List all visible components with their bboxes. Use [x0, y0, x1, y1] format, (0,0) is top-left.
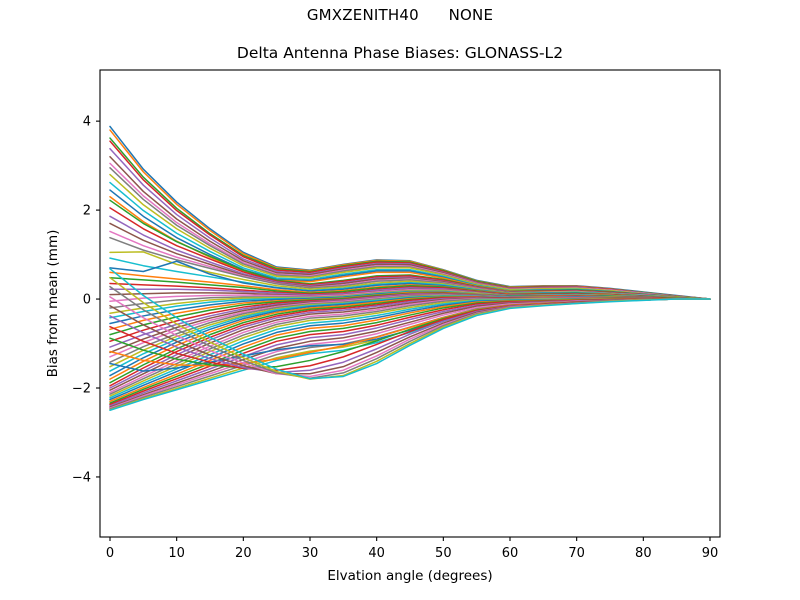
x-tick-label: 90	[702, 546, 719, 561]
series-line	[109, 125, 711, 300]
x-tick-label: 50	[435, 546, 452, 561]
series-line	[109, 268, 711, 380]
series-group	[109, 125, 711, 411]
y-tick-label: 2	[83, 204, 91, 219]
x-tick-label: 10	[168, 546, 185, 561]
x-tick-label: 60	[502, 546, 519, 561]
x-tick-label: 20	[235, 546, 252, 561]
x-axis-label: Elvation angle (degrees)	[327, 568, 492, 584]
series-line	[109, 129, 711, 300]
y-tick-label: 0	[83, 293, 91, 308]
x-tick-label: 80	[635, 546, 652, 561]
y-tick-label: −2	[72, 382, 91, 397]
series-line	[109, 173, 711, 300]
x-tick-label: 70	[568, 546, 585, 561]
figure-suptitle: GMXZENITH40 NONE	[306, 6, 494, 24]
axis-group: 0 10 20 30 40 50 60 70 80 90 −4 −2 0 2 4 Elvation angle…	[45, 69, 721, 584]
x-tick-label: 30	[302, 546, 319, 561]
y-tick-label: 4	[83, 115, 91, 130]
x-tick-label: 0	[106, 546, 114, 561]
y-axis-label: Bias from mean (mm)	[45, 230, 61, 378]
plot-frame	[99, 69, 721, 538]
series-line	[109, 298, 711, 401]
y-tick-label: −4	[72, 470, 91, 485]
x-tick-label: 40	[368, 546, 385, 561]
chart-title: Delta Antenna Phase Biases: GLONASS-L2	[236, 44, 564, 62]
